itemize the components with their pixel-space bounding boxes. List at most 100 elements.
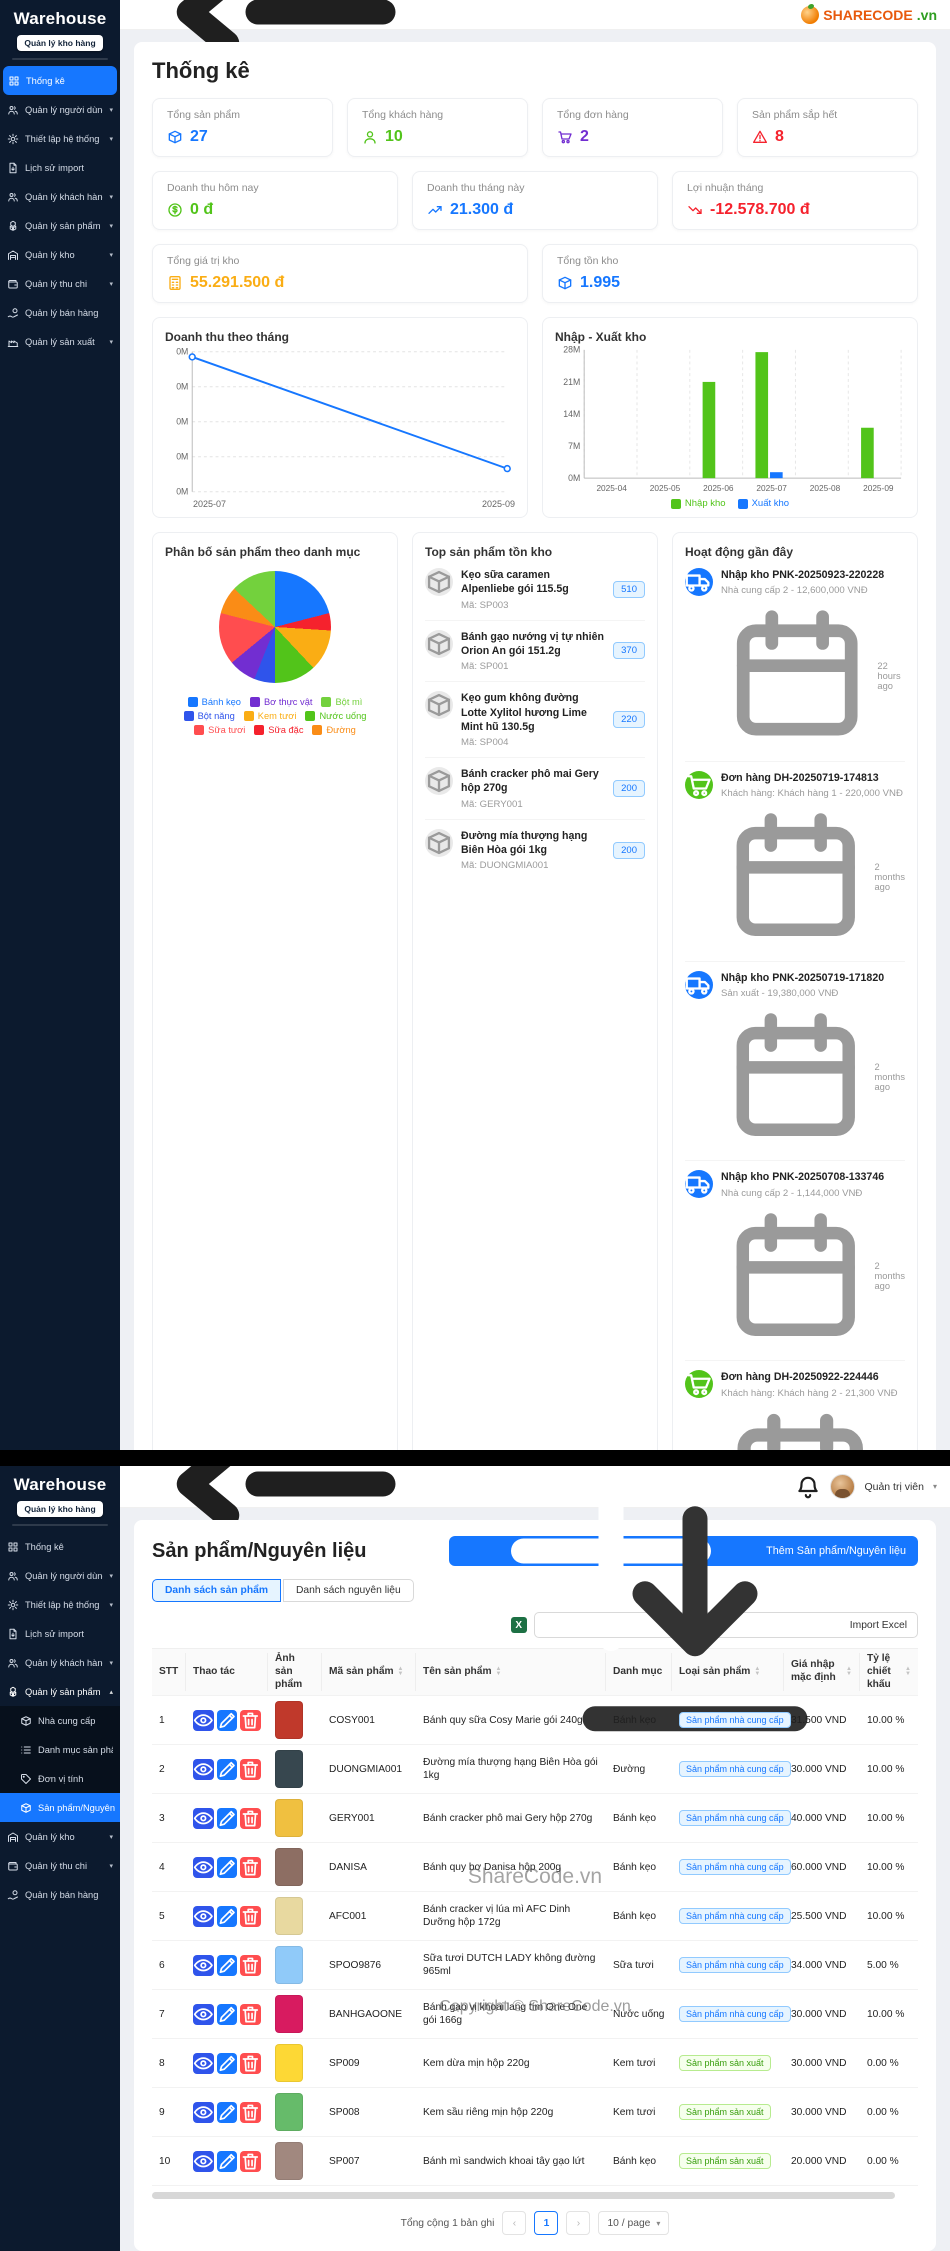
- sidebar-item[interactable]: Nhà cung cấp: [0, 1706, 120, 1735]
- edit-button[interactable]: [216, 1709, 238, 1731]
- horizontal-scrollbar[interactable]: [152, 2192, 918, 2200]
- sidebar-item[interactable]: Quản lý bán hàng: [0, 298, 120, 327]
- column-header[interactable]: STT ▲▼: [152, 1653, 186, 1692]
- delete-button[interactable]: [240, 1954, 262, 1976]
- sidebar-item[interactable]: Quản lý kho ▾: [0, 240, 120, 269]
- legend-label: Bơ thực vật: [263, 697, 313, 708]
- sort-icon[interactable]: ▲ ▼: [397, 1666, 404, 1678]
- edit-button[interactable]: [216, 1758, 238, 1780]
- edit-button[interactable]: [216, 2003, 238, 2025]
- legend-item[interactable]: Bơ thực vật: [249, 697, 313, 708]
- chevron-down-icon[interactable]: ▾: [932, 1482, 937, 1491]
- avatar[interactable]: [830, 1474, 856, 1499]
- view-button[interactable]: [193, 2150, 214, 2172]
- sidebar-item[interactable]: Thống kê: [0, 1532, 120, 1561]
- view-button[interactable]: [193, 1856, 214, 1878]
- view-button[interactable]: [193, 1758, 214, 1780]
- sort-icon[interactable]: ▲ ▼: [495, 1666, 502, 1678]
- delete-button[interactable]: [240, 1807, 262, 1829]
- admin-name[interactable]: Quản trị viên: [864, 1480, 924, 1493]
- column-header[interactable]: Mã sản phẩm ▲ ▼: [322, 1653, 416, 1692]
- legend-item[interactable]: Sữa đặc: [254, 725, 303, 736]
- sidebar-item[interactable]: Quản lý kho ▾: [0, 1822, 120, 1851]
- delete-button[interactable]: [240, 1709, 262, 1731]
- sidebar-item[interactable]: Quản lý bán hàng: [0, 1880, 120, 1909]
- edit-button[interactable]: [216, 2052, 238, 2074]
- column-header[interactable]: Giá nhập mặc định ▲ ▼: [784, 1653, 860, 1692]
- view-button[interactable]: [193, 1954, 214, 1976]
- legend-item[interactable]: Đường: [312, 725, 356, 736]
- delete-button[interactable]: [240, 1856, 262, 1878]
- edit-button[interactable]: [216, 1856, 238, 1878]
- sidebar-item[interactable]: Sản phẩm/Nguyên...: [0, 1793, 120, 1822]
- sidebar-item[interactable]: Thiết lập hệ thống ▾: [0, 124, 120, 153]
- sidebar-item[interactable]: Quản lý khách hàng ▾: [0, 1648, 120, 1677]
- sidebar-item[interactable]: Thiết lập hệ thống ▾: [0, 1590, 120, 1619]
- product-code: SP009: [329, 2057, 360, 2069]
- view-button[interactable]: [193, 2052, 214, 2074]
- view-button[interactable]: [193, 2003, 214, 2025]
- line-chart-x-axis: 2025-07 2025-09: [165, 499, 515, 509]
- view-button[interactable]: [193, 1905, 214, 1927]
- stat-card: Tổng sản phẩm 27: [152, 98, 333, 157]
- chart-title: Phân bố sản phẩm theo danh mục: [165, 545, 361, 560]
- column-header[interactable]: Tên sản phẩm ▲ ▼: [416, 1653, 606, 1692]
- delete-button[interactable]: [240, 2101, 262, 2123]
- delete-button[interactable]: [240, 2052, 262, 2074]
- import-excel-button[interactable]: Import Excel: [533, 1506, 918, 1732]
- legend-item[interactable]: Sữa tươi: [194, 725, 245, 736]
- legend-item[interactable]: Xuất kho: [737, 498, 789, 509]
- sidebar-item[interactable]: Quản lý sản xuất ▾: [0, 327, 120, 356]
- app-logo: Warehouse: [13, 9, 107, 28]
- view-button[interactable]: [193, 1807, 214, 1829]
- stat-value: 27: [190, 128, 208, 145]
- prev-page-button[interactable]: ‹: [502, 2211, 527, 2236]
- view-button[interactable]: [193, 1709, 214, 1731]
- legend-item[interactable]: Nước uống: [305, 711, 366, 722]
- page-number[interactable]: 1: [534, 2211, 559, 2236]
- page-size-select[interactable]: 10 / page ▾: [598, 2211, 670, 2236]
- tab[interactable]: Danh sách sản phẩm: [152, 1579, 281, 1602]
- delete-button[interactable]: [240, 2150, 262, 2172]
- sidebar-item[interactable]: Quản lý thu chi ▾: [0, 1851, 120, 1880]
- next-page-button[interactable]: ›: [566, 2211, 591, 2236]
- edit-button[interactable]: [216, 2150, 238, 2172]
- edit-button[interactable]: [216, 1905, 238, 1927]
- column-header[interactable]: Danh mục ▲▼: [606, 1653, 672, 1692]
- notification-bell-icon[interactable]: [795, 1474, 821, 1500]
- column-header[interactable]: Thao tác ▲▼: [186, 1653, 268, 1692]
- delete-button[interactable]: [240, 2003, 262, 2025]
- edit-button[interactable]: [216, 1954, 238, 1976]
- view-button[interactable]: [193, 2101, 214, 2123]
- sort-icon[interactable]: ▲ ▼: [754, 1666, 761, 1678]
- sidebar-item[interactable]: Quản lý sản phẩm ▴: [0, 1677, 120, 1706]
- legend-item[interactable]: Kem tươi: [243, 711, 296, 722]
- sidebar-item[interactable]: Lịch sử import: [0, 1619, 120, 1648]
- sidebar-item[interactable]: Danh mục sản phẩm: [0, 1735, 120, 1764]
- sidebar-item[interactable]: Lịch sử import: [0, 153, 120, 182]
- legend-item[interactable]: Nhập kho: [670, 498, 726, 509]
- edit-button[interactable]: [216, 1807, 238, 1829]
- sidebar-item[interactable]: Quản lý người dùng ▾: [0, 95, 120, 124]
- sort-icon[interactable]: ▲ ▼: [905, 1666, 911, 1678]
- product-discount: 0.00 %: [867, 2057, 899, 2069]
- sidebar-item[interactable]: Quản lý người dùng ▾: [0, 1561, 120, 1590]
- sidebar-item[interactable]: Quản lý thu chi ▾: [0, 269, 120, 298]
- legend-item[interactable]: Bánh kẹo: [187, 697, 241, 708]
- legend-item[interactable]: Bột mì: [321, 697, 362, 708]
- column-header[interactable]: Loại sản phẩm ▲ ▼: [672, 1653, 784, 1692]
- delete-button[interactable]: [240, 1758, 262, 1780]
- delete-button[interactable]: [240, 1905, 262, 1927]
- legend-item[interactable]: Bột năng: [183, 711, 235, 722]
- sidebar-item[interactable]: Thống kê: [3, 66, 117, 95]
- column-header[interactable]: Tỷ lệ chiết khấu ▲ ▼: [867, 1653, 911, 1690]
- excel-icon: X: [510, 1617, 527, 1633]
- sidebar-item[interactable]: Quản lý sản phẩm ▾: [0, 211, 120, 240]
- edit-button[interactable]: [216, 2101, 238, 2123]
- legend-swatch: [249, 697, 260, 708]
- sidebar-item[interactable]: Quản lý khách hàng ▾: [0, 182, 120, 211]
- column-header[interactable]: Ảnh sản phẩm ▲▼: [268, 1653, 322, 1692]
- sort-icon[interactable]: ▲ ▼: [846, 1666, 852, 1678]
- tab[interactable]: Danh sách nguyên liệu: [283, 1579, 414, 1602]
- sidebar-item[interactable]: Đơn vị tính: [0, 1764, 120, 1793]
